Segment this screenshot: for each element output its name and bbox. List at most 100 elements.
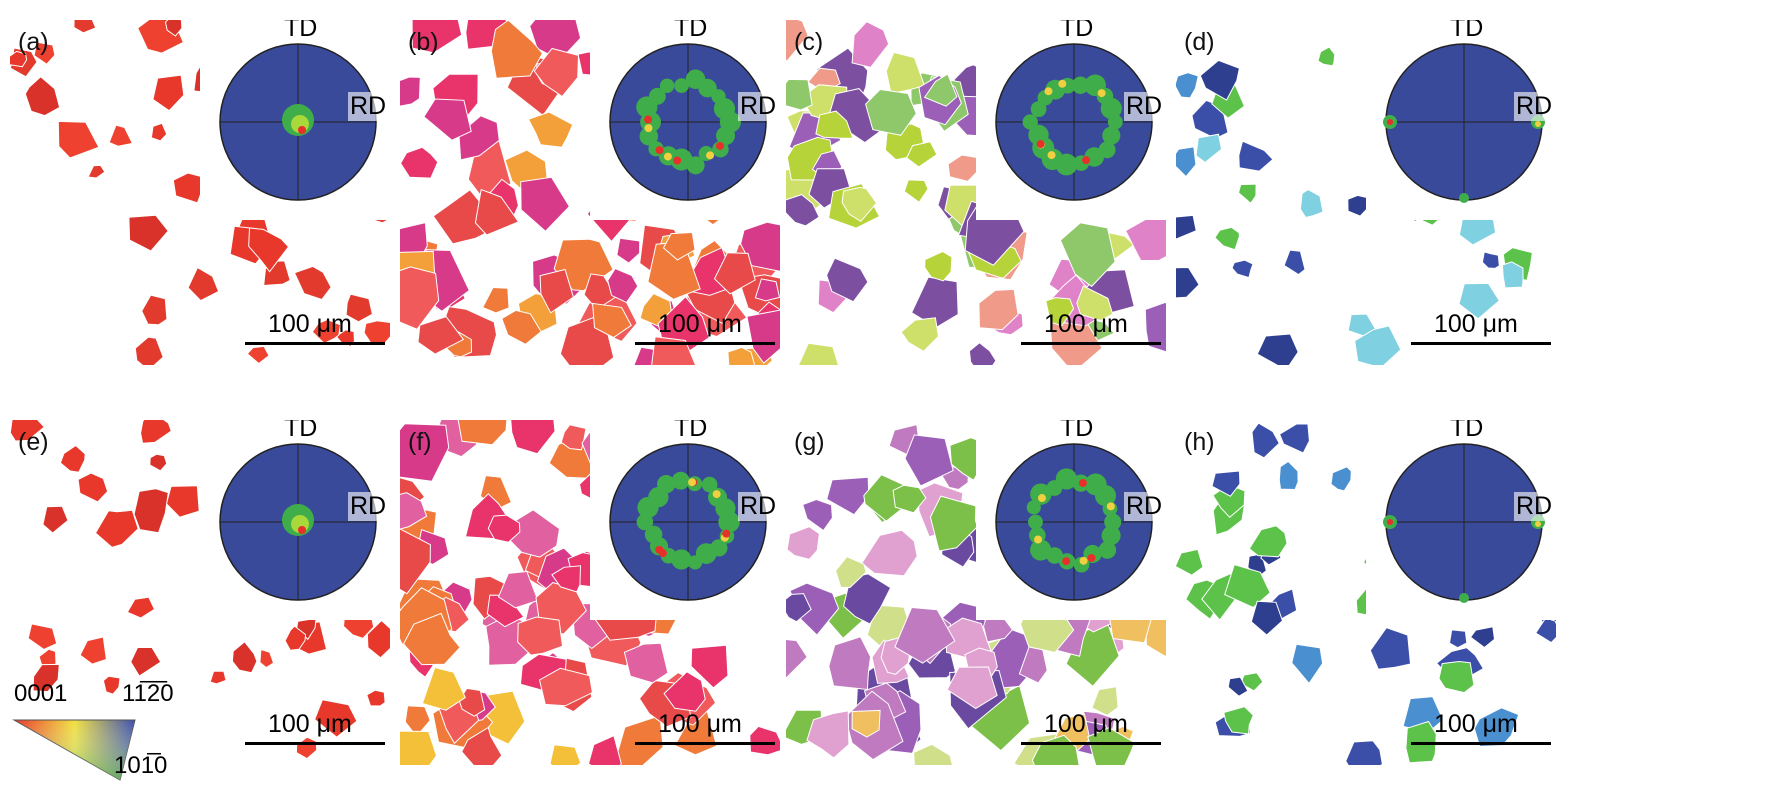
scale-bar-label: 100 μm — [1434, 710, 1518, 738]
scale-bar — [635, 742, 775, 745]
intensity-spot — [671, 549, 692, 570]
grain — [592, 302, 632, 339]
grain — [978, 288, 1019, 331]
grain — [501, 309, 542, 345]
grain — [1238, 140, 1274, 172]
grain — [474, 188, 520, 236]
ebsd-panel: TD RD (a) 100 μm — [10, 20, 390, 365]
grain — [1299, 189, 1324, 219]
intensity-spot — [298, 126, 306, 134]
grain — [1018, 646, 1048, 684]
grain — [423, 98, 472, 141]
ebsd-panel: TD RD (b) 100 μm — [400, 20, 780, 365]
grain — [487, 514, 521, 543]
intensity-spot — [1387, 519, 1393, 525]
grain — [616, 237, 641, 264]
ebsd-panel: TD RD (c) 100 μm — [786, 20, 1166, 365]
legend-label-1120: 11̅2̅0 — [122, 680, 174, 707]
grain — [826, 476, 870, 516]
grain — [843, 573, 892, 625]
ebsd-panel: TD RD (f) 100 μm — [400, 420, 780, 765]
grain — [128, 214, 169, 252]
grain — [1211, 470, 1241, 497]
grain — [786, 593, 812, 623]
grain — [259, 648, 275, 669]
grain — [727, 346, 756, 365]
legend-label-0001: 0001 — [14, 680, 68, 707]
grain — [538, 667, 593, 707]
pole-figure-td-label: TD — [1058, 20, 1096, 43]
intensity-spot — [1094, 485, 1117, 507]
intensity-spot — [706, 151, 715, 160]
intensity-spot — [648, 87, 666, 105]
grain — [892, 484, 927, 514]
grain — [284, 625, 307, 651]
scale-bar-label: 100 μm — [268, 310, 352, 338]
grain — [400, 528, 431, 595]
grain — [1330, 466, 1352, 492]
intensity-spot — [674, 78, 689, 93]
intensity-spot — [1047, 151, 1056, 160]
grain — [786, 78, 813, 111]
grain — [835, 556, 867, 589]
grain — [826, 257, 869, 303]
grain — [1176, 72, 1199, 99]
grain — [108, 124, 134, 147]
grain — [42, 505, 69, 534]
intensity-spot — [673, 156, 682, 165]
grain — [815, 110, 854, 139]
grain — [293, 265, 332, 301]
grain — [27, 623, 58, 650]
scale-bar — [1411, 342, 1551, 345]
grain — [461, 726, 503, 765]
intensity-spot — [1071, 76, 1090, 94]
grain — [164, 20, 183, 37]
scale-bar-label: 100 μm — [1044, 310, 1128, 338]
grain — [1469, 626, 1496, 649]
grain — [517, 616, 564, 656]
scale-bar-label: 100 μm — [658, 310, 742, 338]
grain — [885, 51, 926, 95]
grain — [149, 453, 168, 472]
grain — [33, 41, 56, 65]
grain — [482, 286, 510, 314]
intensity-spot — [671, 471, 690, 490]
pole-figure-rd-label: RD — [738, 492, 779, 521]
ebsd-panel: TD RD (d) 100 μm — [1176, 20, 1556, 365]
grain — [520, 176, 571, 232]
grain — [1045, 297, 1075, 327]
grain — [1176, 146, 1197, 178]
grain — [786, 639, 808, 679]
scale-bar — [245, 342, 385, 345]
grain — [417, 316, 465, 355]
pole-figure-rd-label: RD — [1514, 492, 1555, 521]
grain — [457, 420, 508, 446]
grain — [1278, 423, 1310, 454]
grain — [851, 709, 881, 738]
pole-figure — [976, 20, 1166, 220]
intensity-spot — [1098, 541, 1117, 559]
grain — [749, 725, 780, 756]
intensity-spot — [1102, 126, 1121, 145]
grain — [1534, 617, 1556, 644]
intensity-spot — [1535, 121, 1541, 127]
grain — [134, 336, 164, 365]
grain — [613, 714, 664, 765]
intensity-spot — [1030, 483, 1052, 505]
grain — [1291, 643, 1324, 685]
grain — [786, 20, 809, 62]
ipf-triangle — [12, 719, 136, 781]
intensity-spot — [1106, 502, 1115, 511]
grain — [1347, 194, 1369, 217]
grain — [690, 644, 729, 689]
intensity-spot — [1104, 513, 1122, 531]
ebsd-panel: TD RD (e) 100 μm — [10, 420, 390, 765]
grain — [57, 120, 100, 159]
grain — [1369, 627, 1412, 670]
grain — [402, 612, 461, 666]
ebsd-panel: TD RD (g) 100 μm — [786, 420, 1166, 765]
grain — [1481, 251, 1500, 269]
pole-figure-td-label: TD — [1448, 420, 1486, 443]
grain — [400, 492, 428, 530]
grain — [851, 21, 890, 68]
